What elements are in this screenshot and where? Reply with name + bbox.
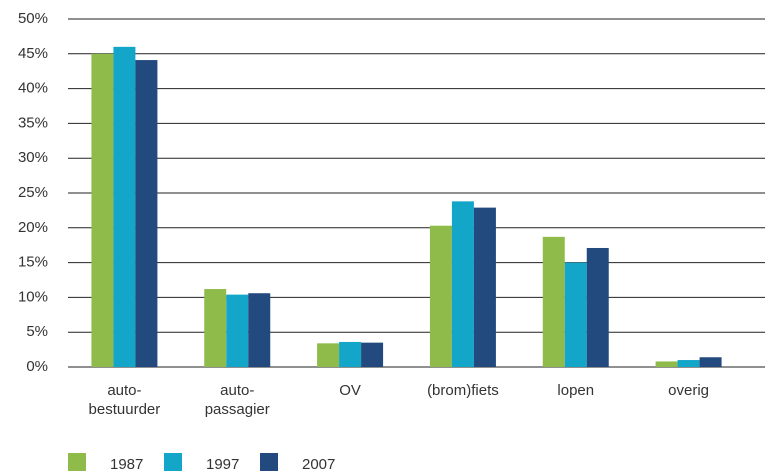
bar — [429, 225, 452, 367]
legend-label: 1997 — [206, 456, 239, 473]
legend-swatch — [68, 453, 86, 471]
bar — [317, 343, 340, 367]
x-tick-label: OV — [339, 382, 361, 399]
bar — [655, 361, 678, 367]
bar — [91, 53, 114, 368]
y-tick-label: 25% — [18, 184, 48, 201]
bar — [135, 60, 158, 368]
legend-swatch — [260, 453, 278, 471]
bar — [361, 342, 384, 367]
bar — [586, 247, 609, 367]
y-tick-label: 45% — [18, 45, 48, 62]
x-tick-label: (brom)fiets — [427, 382, 499, 399]
bar — [339, 341, 362, 367]
y-tick-label: 50% — [18, 10, 48, 27]
bar — [564, 262, 587, 367]
y-tick-label: 10% — [18, 288, 48, 305]
legend-label: 2007 — [302, 456, 335, 473]
bar — [113, 46, 136, 368]
bar — [473, 207, 496, 367]
x-tick-label: auto-bestuurder — [89, 382, 161, 418]
bar — [542, 236, 565, 367]
bar — [248, 293, 271, 367]
y-tick-label: 15% — [18, 254, 48, 271]
y-tick-label: 40% — [18, 80, 48, 97]
y-tick-label: 5% — [26, 323, 48, 340]
bar — [677, 360, 700, 367]
y-tick-label: 20% — [18, 219, 48, 236]
y-tick-label: 0% — [26, 358, 48, 375]
bar — [226, 294, 249, 367]
bar — [699, 357, 722, 367]
y-tick-label: 35% — [18, 114, 48, 131]
legend-label: 1987 — [110, 456, 143, 473]
x-tick-label: lopen — [557, 382, 594, 399]
legend-swatch — [164, 453, 182, 471]
x-tick-label: overig — [668, 382, 709, 399]
bar — [451, 201, 474, 367]
y-tick-label: 30% — [18, 149, 48, 166]
bar — [204, 289, 227, 367]
x-tick-label: auto-passagier — [205, 382, 270, 418]
